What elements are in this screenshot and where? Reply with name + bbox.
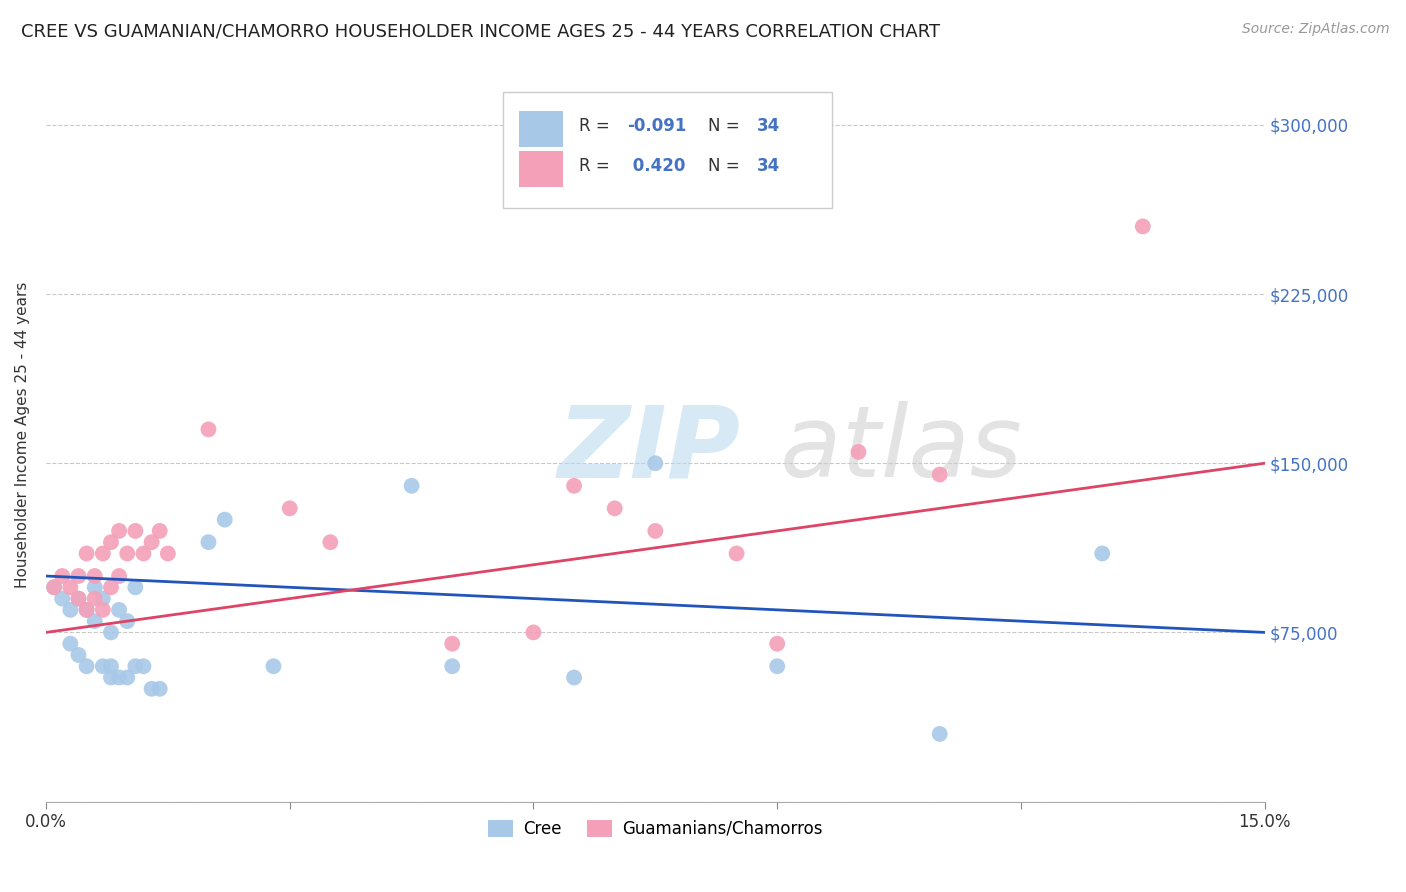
Point xyxy=(42,580,65,594)
Point xyxy=(141,681,163,696)
Text: R =: R = xyxy=(578,117,614,135)
Point xyxy=(132,659,155,673)
Point xyxy=(100,671,122,685)
Point xyxy=(108,671,131,685)
Text: 34: 34 xyxy=(756,157,780,175)
FancyBboxPatch shape xyxy=(519,152,562,187)
Point xyxy=(401,479,423,493)
Point xyxy=(263,659,285,673)
Point xyxy=(91,546,114,560)
Point xyxy=(91,603,114,617)
Point xyxy=(76,659,98,673)
Point xyxy=(59,580,82,594)
Point xyxy=(848,445,870,459)
Text: -0.091: -0.091 xyxy=(627,117,686,135)
Point xyxy=(124,659,146,673)
Point xyxy=(278,501,301,516)
Point xyxy=(1132,219,1154,234)
Point xyxy=(522,625,544,640)
Point xyxy=(108,524,131,538)
Point xyxy=(124,524,146,538)
Point xyxy=(1091,546,1114,560)
Point xyxy=(441,659,464,673)
FancyBboxPatch shape xyxy=(503,92,832,208)
Text: ZIP: ZIP xyxy=(558,401,741,499)
Point xyxy=(644,524,666,538)
Text: N =: N = xyxy=(707,157,745,175)
Point xyxy=(59,637,82,651)
Point xyxy=(83,614,105,628)
Point xyxy=(108,603,131,617)
Text: 0.420: 0.420 xyxy=(627,157,686,175)
Y-axis label: Householder Income Ages 25 - 44 years: Householder Income Ages 25 - 44 years xyxy=(15,282,30,588)
Point xyxy=(928,727,950,741)
Point xyxy=(67,591,90,606)
Point xyxy=(124,580,146,594)
Point xyxy=(644,456,666,470)
Point xyxy=(115,671,138,685)
Point xyxy=(91,591,114,606)
Point xyxy=(76,603,98,617)
Point xyxy=(141,535,163,549)
Point xyxy=(197,422,219,436)
Text: 34: 34 xyxy=(756,117,780,135)
Point xyxy=(441,637,464,651)
Text: N =: N = xyxy=(707,117,745,135)
Point xyxy=(115,546,138,560)
Point xyxy=(108,569,131,583)
Point xyxy=(562,671,585,685)
Point xyxy=(76,603,98,617)
Point xyxy=(51,569,73,583)
Point xyxy=(83,580,105,594)
Point xyxy=(100,580,122,594)
Point xyxy=(100,659,122,673)
Point xyxy=(42,580,65,594)
Text: R =: R = xyxy=(578,157,614,175)
Point xyxy=(132,546,155,560)
Point xyxy=(83,569,105,583)
Point xyxy=(149,681,172,696)
Point xyxy=(214,513,236,527)
Text: atlas: atlas xyxy=(558,401,1022,499)
Point xyxy=(76,546,98,560)
Legend: Cree, Guamanians/Chamorros: Cree, Guamanians/Chamorros xyxy=(482,813,830,845)
Text: CREE VS GUAMANIAN/CHAMORRO HOUSEHOLDER INCOME AGES 25 - 44 YEARS CORRELATION CHA: CREE VS GUAMANIAN/CHAMORRO HOUSEHOLDER I… xyxy=(21,22,941,40)
Point xyxy=(83,591,105,606)
Point xyxy=(197,535,219,549)
Point xyxy=(562,479,585,493)
FancyBboxPatch shape xyxy=(519,111,562,147)
Point xyxy=(766,659,789,673)
Point xyxy=(156,546,179,560)
Point xyxy=(59,603,82,617)
Point xyxy=(100,625,122,640)
Point xyxy=(766,637,789,651)
Point xyxy=(725,546,748,560)
Point xyxy=(603,501,626,516)
Point xyxy=(115,614,138,628)
Point xyxy=(928,467,950,482)
Text: Source: ZipAtlas.com: Source: ZipAtlas.com xyxy=(1241,22,1389,37)
Point xyxy=(51,591,73,606)
Point xyxy=(149,524,172,538)
Point xyxy=(100,535,122,549)
Point xyxy=(67,648,90,662)
Point xyxy=(91,659,114,673)
Point xyxy=(319,535,342,549)
Point xyxy=(67,569,90,583)
Point xyxy=(67,591,90,606)
